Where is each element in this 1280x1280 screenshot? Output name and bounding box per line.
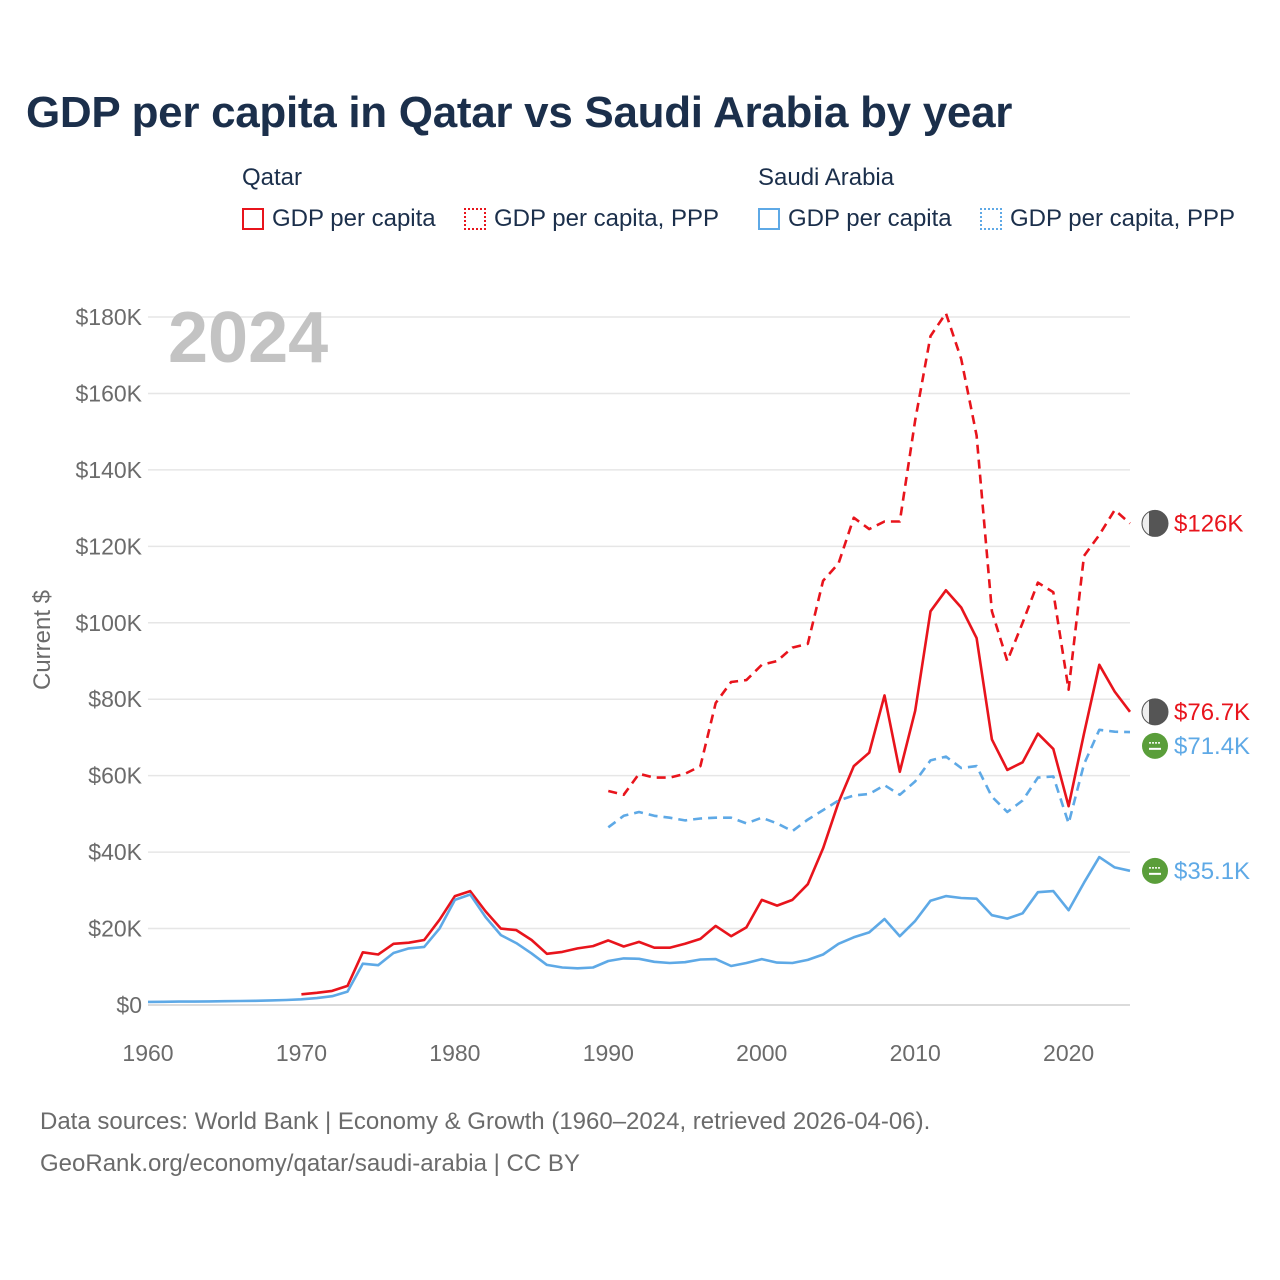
x-tick-label: 2020 xyxy=(1043,1040,1094,1066)
qatar-flag-ring xyxy=(1141,698,1169,726)
y-axis-title: Current $ xyxy=(29,590,56,690)
legend-swatch-solid-icon xyxy=(242,208,264,230)
chart-title: GDP per capita in Qatar vs Saudi Arabia … xyxy=(26,88,1013,137)
legend-swatch-dotted-icon xyxy=(980,208,1002,230)
legend-qatar-heading: Qatar xyxy=(242,164,303,191)
legend-saudi-gdp-label: GDP per capita xyxy=(788,205,952,232)
saudi-flag-icon xyxy=(1142,857,1168,884)
y-tick-label: $20K xyxy=(88,916,142,942)
qatar-flag-ring xyxy=(1141,509,1169,537)
y-tick-label: $120K xyxy=(75,533,142,559)
qatar-flag-stripe xyxy=(1142,698,1149,725)
saudi-gdp-line xyxy=(147,855,1131,1004)
footer-attribution[interactable]: GeoRank.org/economy/qatar/saudi-arabia |… xyxy=(40,1150,580,1177)
legend-saudi-gdp[interactable]: GDP per capita xyxy=(758,205,952,233)
legend-swatch-dotted-icon xyxy=(464,208,486,230)
y-tick-label: $80K xyxy=(88,686,142,712)
legend-qatar-ppp-label: GDP per capita, PPP xyxy=(494,205,719,232)
line-chart: $0 $20K $40K $60K $80K $100K $120K $140K $160K $1… xyxy=(29,298,1250,1066)
x-tick-label: 2000 xyxy=(736,1040,787,1066)
saudi-end-label: $35.1K xyxy=(1174,858,1250,885)
x-tick-label: 2010 xyxy=(890,1040,941,1066)
y-tick-label: $40K xyxy=(88,839,142,865)
y-tick-label: $100K xyxy=(75,610,142,636)
y-tick-label: $140K xyxy=(75,457,142,483)
y-tick-label: $0 xyxy=(116,992,142,1018)
x-tick-label: 1980 xyxy=(429,1040,480,1066)
x-tick-label: 1970 xyxy=(276,1040,327,1066)
qatar-ppp-line xyxy=(607,311,1131,797)
legend-qatar-gdp[interactable]: GDP per capita xyxy=(242,205,436,233)
y-tick-label: $180K xyxy=(75,304,142,330)
y-tick-label: $160K xyxy=(75,380,142,406)
qatar-end-label: $76.7K xyxy=(1174,699,1250,726)
year-watermark: 2024 xyxy=(168,298,328,378)
legend-swatch-solid-icon xyxy=(758,208,780,230)
footer-sources: Data sources: World Bank | Economy & Gro… xyxy=(40,1108,931,1135)
legend-qatar-gdp-label: GDP per capita xyxy=(272,205,436,232)
saudi-flag-icon xyxy=(1142,732,1168,759)
legend-saudi-heading: Saudi Arabia xyxy=(758,164,895,191)
qatar-end-label: $126K xyxy=(1174,510,1243,537)
x-tick-label: 1960 xyxy=(122,1040,173,1066)
end-markers: $126K $76.7K $71.4K $35.1K xyxy=(1141,509,1250,885)
saudi-end-label: $71.4K xyxy=(1174,733,1250,760)
y-tick-label: $60K xyxy=(88,763,142,789)
grid-layer: $0 $20K $40K $60K $80K $100K $120K $140K $160K $1… xyxy=(75,304,1130,1066)
qatar-gdp-line xyxy=(301,589,1132,996)
saudi-ppp-line xyxy=(607,728,1131,833)
legend-qatar-ppp[interactable]: GDP per capita, PPP xyxy=(464,205,719,233)
series-layer xyxy=(147,311,1132,1004)
qatar-flag-stripe xyxy=(1142,510,1149,537)
x-tick-label: 1990 xyxy=(583,1040,634,1066)
legend-saudi-ppp-label: GDP per capita, PPP xyxy=(1010,205,1235,232)
legend-saudi-ppp[interactable]: GDP per capita, PPP xyxy=(980,205,1235,233)
